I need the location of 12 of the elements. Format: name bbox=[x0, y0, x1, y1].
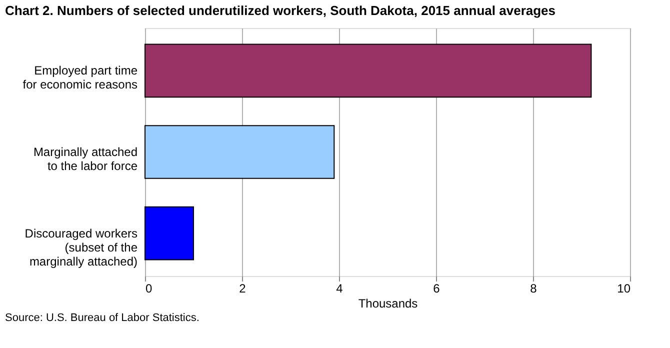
x-tick-label: 2 bbox=[239, 282, 246, 296]
x-tick-label: 8 bbox=[530, 282, 538, 296]
y-tick-label: Employed part time for economic reasons bbox=[22, 64, 138, 92]
chart-title: Chart 2. Numbers of selected underutilized workers, South Dakota, 2015 annual averages bbox=[5, 3, 556, 18]
x-tick-label: 4 bbox=[336, 282, 344, 296]
source-note: Source: U.S. Bureau of Labor Statistics. bbox=[5, 312, 200, 324]
x-tick-label: 10 bbox=[617, 282, 631, 296]
x-axis-title: Thousands bbox=[358, 296, 418, 310]
y-tick-label: Marginally attached to the labor force bbox=[33, 145, 138, 173]
x-tick-label: 6 bbox=[433, 282, 440, 296]
y-tick-label: Discouraged workers (subset of the marginally attached) bbox=[24, 226, 138, 268]
x-tick-label: 0 bbox=[146, 282, 152, 296]
